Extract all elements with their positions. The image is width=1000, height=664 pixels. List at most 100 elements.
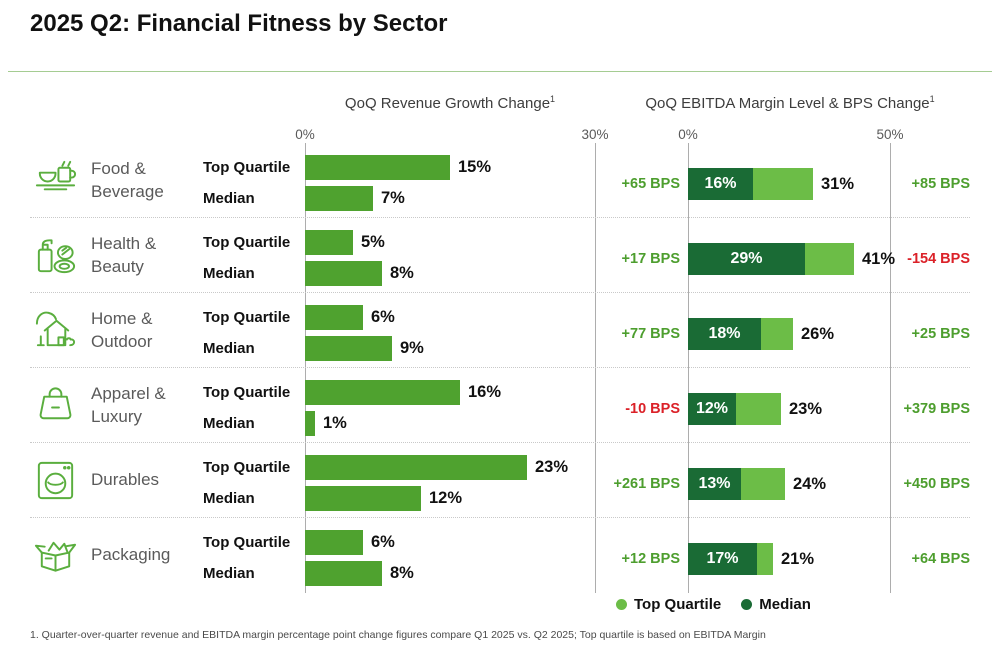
ebitda-top-quartile-value: 23% — [789, 400, 823, 418]
revenue-value-top-quartile: 6% — [371, 308, 395, 326]
row-separator — [30, 367, 970, 368]
ebitda-top-quartile-value: 24% — [793, 475, 827, 493]
left-chart-title-footnote-marker: 1 — [550, 94, 556, 104]
sector-row: Health & Beauty Top Quartile Median 5% 8% 29% 4… — [0, 218, 1000, 293]
sector-row: Food & Beverage Top Quartile Median 15% 7% 16%… — [0, 143, 1000, 218]
ebitda-stacked-bar: 12% — [688, 393, 781, 425]
left-chart-title: QoQ Revenue Growth Change1 — [345, 94, 555, 112]
sector-row: Durables Top Quartile Median 23% 12% 13% 24% +2… — [0, 443, 1000, 518]
sector-name: Health & Beauty — [91, 234, 157, 276]
median-row-label: Median — [203, 490, 255, 507]
legend-dot-icon — [741, 599, 753, 610]
row-separator — [30, 217, 970, 218]
legend-item-top-quartile: Top Quartile — [616, 596, 721, 613]
median-row-label: Median — [203, 265, 255, 282]
ebitda-stacked-bar: 29% — [688, 243, 854, 275]
median-bps-change-label: +261 BPS — [613, 476, 680, 492]
legend: Top Quartile Median — [616, 596, 811, 613]
ebitda-top-quartile-segment — [761, 318, 793, 350]
ebitda-top-quartile-value: 31% — [821, 175, 855, 193]
ebitda-median-segment: 29% — [688, 243, 805, 275]
ebitda-top-quartile-value: 26% — [801, 325, 835, 343]
left-axis-min-label: 0% — [295, 127, 315, 142]
sector-name: Food & Beverage — [91, 159, 164, 201]
left-axis-max-label: 30% — [581, 127, 609, 142]
food-beverage-icon — [32, 157, 79, 204]
left-chart-title-text: QoQ Revenue Growth Change — [344, 95, 551, 112]
ebitda-top-quartile-value: 21% — [781, 550, 815, 568]
revenue-bar-top-quartile — [305, 155, 450, 180]
top-quartile-row-label: Top Quartile — [203, 159, 291, 176]
ebitda-stacked-bar: 18% — [688, 318, 793, 350]
row-separator — [30, 292, 970, 293]
top-quartile-row-label: Top Quartile — [203, 309, 291, 326]
ebitda-top-quartile-segment — [757, 543, 773, 575]
home-outdoor-icon — [32, 307, 79, 354]
revenue-bar-top-quartile — [305, 455, 527, 480]
right-chart-title-footnote-marker: 1 — [929, 94, 935, 104]
top-quartile-row-label: Top Quartile — [203, 234, 291, 251]
ebitda-stacked-bar: 13% — [688, 468, 785, 500]
sector-name: Apparel & Luxury — [91, 384, 166, 426]
top-quartile-bps-change-label: +379 BPS — [903, 401, 970, 417]
sector-name: Durables — [91, 470, 160, 490]
revenue-bar-median — [305, 186, 373, 211]
revenue-value-top-quartile: 5% — [361, 233, 385, 251]
sector-row: Apparel & Luxury Top Quartile Median 16% 1% 12… — [0, 368, 1000, 443]
row-separator — [30, 442, 970, 443]
ebitda-median-segment: 18% — [688, 318, 761, 350]
top-quartile-bps-change-label: -154 BPS — [907, 251, 970, 267]
revenue-bar-median — [305, 261, 382, 286]
revenue-value-median: 1% — [323, 414, 347, 432]
top-quartile-bps-change-label: +85 BPS — [911, 176, 970, 192]
top-quartile-row-label: Top Quartile — [203, 459, 291, 476]
median-row-label: Median — [203, 190, 255, 207]
ebitda-median-segment: 12% — [688, 393, 736, 425]
footnote: 1. Quarter-over-quarter revenue and EBIT… — [30, 629, 766, 641]
revenue-value-top-quartile: 15% — [458, 158, 492, 176]
revenue-bar-top-quartile — [305, 305, 363, 330]
revenue-bar-median — [305, 561, 382, 586]
sector-name: Packaging — [91, 545, 171, 565]
revenue-bar-top-quartile — [305, 380, 460, 405]
top-quartile-row-label: Top Quartile — [203, 534, 291, 551]
revenue-value-top-quartile: 23% — [535, 458, 569, 476]
left-axis-line — [305, 143, 306, 593]
revenue-bar-median — [305, 411, 315, 436]
median-row-label: Median — [203, 565, 255, 582]
ebitda-top-quartile-value: 41% — [862, 250, 896, 268]
revenue-value-median: 8% — [390, 264, 414, 282]
median-bps-change-label: +65 BPS — [621, 176, 680, 192]
sector-row: Packaging Top Quartile Median 6% 8% 17% 21% +12… — [0, 518, 1000, 593]
revenue-value-median: 9% — [400, 339, 424, 357]
page-title: 2025 Q2: Financial Fitness by Sector — [30, 10, 448, 37]
ebitda-median-segment: 13% — [688, 468, 741, 500]
ebitda-median-segment: 16% — [688, 168, 753, 200]
right-axis-max-label: 50% — [876, 127, 904, 142]
ebitda-top-quartile-segment — [753, 168, 813, 200]
median-bps-change-label: +17 BPS — [621, 251, 680, 267]
top-quartile-bps-change-label: +64 BPS — [911, 551, 970, 567]
revenue-value-top-quartile: 6% — [371, 533, 395, 551]
right-axis-line — [688, 143, 689, 593]
title-divider — [8, 71, 992, 72]
revenue-value-median: 8% — [390, 564, 414, 582]
revenue-value-median: 12% — [429, 489, 463, 507]
revenue-bar-median — [305, 486, 421, 511]
legend-label: Median — [759, 596, 811, 613]
legend-label: Top Quartile — [634, 596, 722, 613]
ebitda-top-quartile-segment — [736, 393, 781, 425]
legend-item-median: Median — [741, 596, 811, 613]
top-quartile-bps-change-label: +450 BPS — [903, 476, 970, 492]
sector-name: Home & Outdoor — [91, 309, 153, 351]
packaging-icon — [32, 532, 79, 579]
durables-icon — [32, 457, 79, 504]
ebitda-stacked-bar: 16% — [688, 168, 813, 200]
right-chart-title-text: QoQ EBITDA Margin Level & BPS Change — [645, 95, 930, 112]
revenue-bar-median — [305, 336, 392, 361]
health-beauty-icon — [32, 232, 79, 279]
left-gridline-30pct — [595, 143, 596, 593]
median-bps-change-label: -10 BPS — [625, 401, 680, 417]
right-axis-min-label: 0% — [678, 127, 698, 142]
